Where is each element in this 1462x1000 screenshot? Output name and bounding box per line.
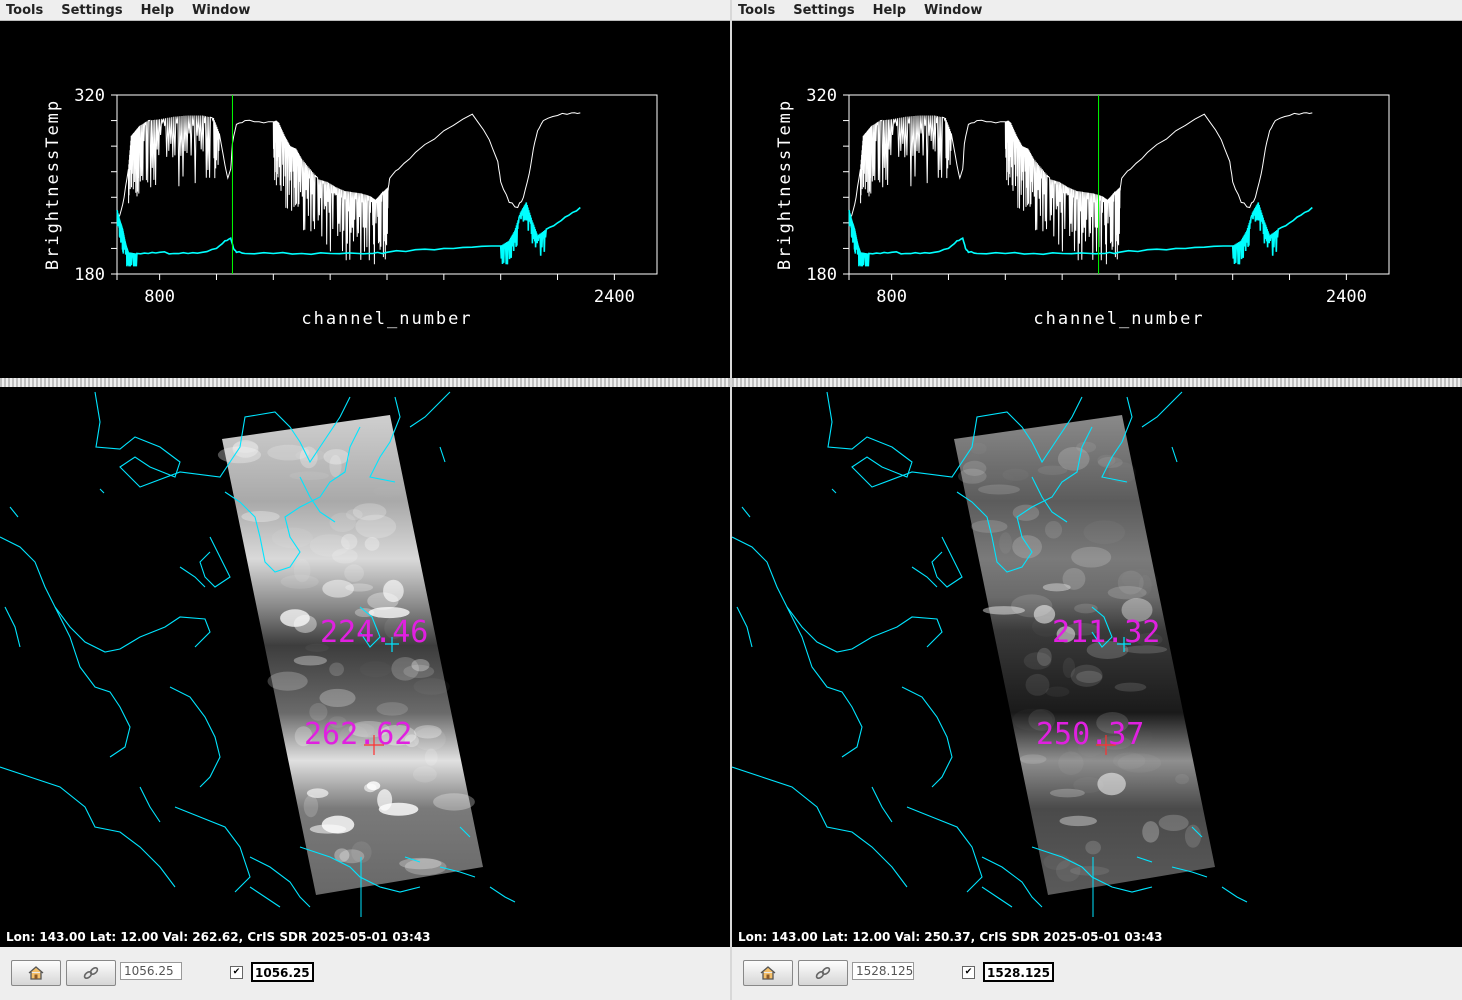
x-tick-label-800: 800 xyxy=(144,287,175,307)
x-tick-label-2400: 2400 xyxy=(1326,287,1367,307)
coastlines xyxy=(0,391,516,908)
x-axis-title: channel_number xyxy=(1033,309,1204,329)
x-tick-label-2400: 2400 xyxy=(594,287,635,307)
menu-bar: Tools Settings Help Window xyxy=(732,0,1462,21)
menu-help[interactable]: Help xyxy=(872,2,907,18)
link-button[interactable] xyxy=(798,960,848,986)
spectrum-svg: 320 180 800 2400 channel_number BrightnessTem… xyxy=(775,86,1390,329)
channel-input[interactable] xyxy=(852,962,914,980)
readout-lower: 250.37 xyxy=(1036,717,1145,752)
status-text: Lon: 143.00 Lat: 12.00 Val: 250.37, CrIS… xyxy=(738,930,1163,944)
channel-checkbox[interactable]: ✔ xyxy=(962,966,975,979)
link-button[interactable] xyxy=(66,960,116,986)
left-panel: Tools Settings Help Window 320 180 800 2400… xyxy=(0,0,730,1000)
readout-upper: 224.46 xyxy=(320,615,429,650)
y-axis-title: BrightnessTemp xyxy=(775,99,795,270)
menu-tools[interactable]: Tools xyxy=(6,2,44,18)
home-icon xyxy=(28,966,44,980)
status-bar: Lon: 143.00 Lat: 12.00 Val: 250.37, CrIS… xyxy=(732,927,1462,947)
map-svg xyxy=(732,391,1248,917)
probe-crosshair-icon[interactable] xyxy=(1096,735,1116,755)
probe-crosshair-icon[interactable] xyxy=(364,735,384,755)
cursor-crosshair-icon xyxy=(1117,637,1131,652)
map-svg xyxy=(0,391,516,917)
split-pane-handle[interactable] xyxy=(0,378,730,387)
x-axis-title: channel_number xyxy=(301,309,472,329)
status-bar: Lon: 143.00 Lat: 12.00 Val: 262.62, CrIS… xyxy=(0,927,730,947)
channel-value-label: 1528.125 xyxy=(983,962,1055,982)
x-tick-label-800: 800 xyxy=(876,287,907,307)
status-text: Lon: 143.00 Lat: 12.00 Val: 262.62, CrIS… xyxy=(6,930,431,944)
right-panel: Tools Settings Help Window 320 180 800 2400… xyxy=(732,0,1462,1000)
spectrum-line xyxy=(116,112,581,265)
cloud-texture xyxy=(957,441,1202,882)
menu-window[interactable]: Window xyxy=(924,2,983,18)
secondary-spectrum-line xyxy=(848,202,1313,267)
coastlines xyxy=(732,391,1248,908)
map-view[interactable]: 211.32 250.37 xyxy=(732,387,1462,927)
readout-lower: 262.62 xyxy=(304,717,413,752)
home-icon xyxy=(760,966,776,980)
channel-value-label: 1056.25 xyxy=(251,962,314,982)
spectrum-chart[interactable]: 320 180 800 2400 channel_number BrightnessTem… xyxy=(0,22,730,378)
spectrum-chart[interactable]: 320 180 800 2400 channel_number BrightnessTem… xyxy=(732,22,1462,378)
satellite-swath xyxy=(954,415,1215,895)
menu-help[interactable]: Help xyxy=(140,2,175,18)
channel-checkbox[interactable]: ✔ xyxy=(230,966,243,979)
menu-tools[interactable]: Tools xyxy=(738,2,776,18)
map-view[interactable]: 224.46 262.62 xyxy=(0,387,730,927)
link-icon xyxy=(815,966,831,980)
menu-bar: Tools Settings Help Window xyxy=(0,0,730,21)
spectrum-svg: 320 180 800 2400 channel_number BrightnessTem… xyxy=(43,86,658,329)
menu-settings[interactable]: Settings xyxy=(61,2,123,18)
bottom-toolbar: ✔ 1528.125 xyxy=(732,947,1462,1000)
spectrum-line xyxy=(848,112,1313,265)
y-tick-label-max: 320 xyxy=(74,86,105,106)
split-pane-handle[interactable] xyxy=(732,378,1462,387)
link-icon xyxy=(83,966,99,980)
home-button[interactable] xyxy=(743,960,793,986)
y-tick-label-max: 320 xyxy=(806,86,837,106)
menu-window[interactable]: Window xyxy=(192,2,251,18)
bottom-toolbar: ✔ 1056.25 xyxy=(0,947,730,1000)
secondary-spectrum-line xyxy=(116,202,581,267)
menu-settings[interactable]: Settings xyxy=(793,2,855,18)
y-axis-title: BrightnessTemp xyxy=(43,99,63,270)
home-button[interactable] xyxy=(11,960,61,986)
satellite-swath xyxy=(222,415,483,895)
y-tick-label-min: 180 xyxy=(806,265,837,285)
panel-divider[interactable] xyxy=(730,0,732,1000)
channel-input[interactable] xyxy=(120,962,182,980)
y-tick-label-min: 180 xyxy=(74,265,105,285)
cloud-texture xyxy=(217,440,475,876)
cursor-crosshair-icon xyxy=(385,637,399,652)
readout-upper: 211.32 xyxy=(1052,615,1161,650)
